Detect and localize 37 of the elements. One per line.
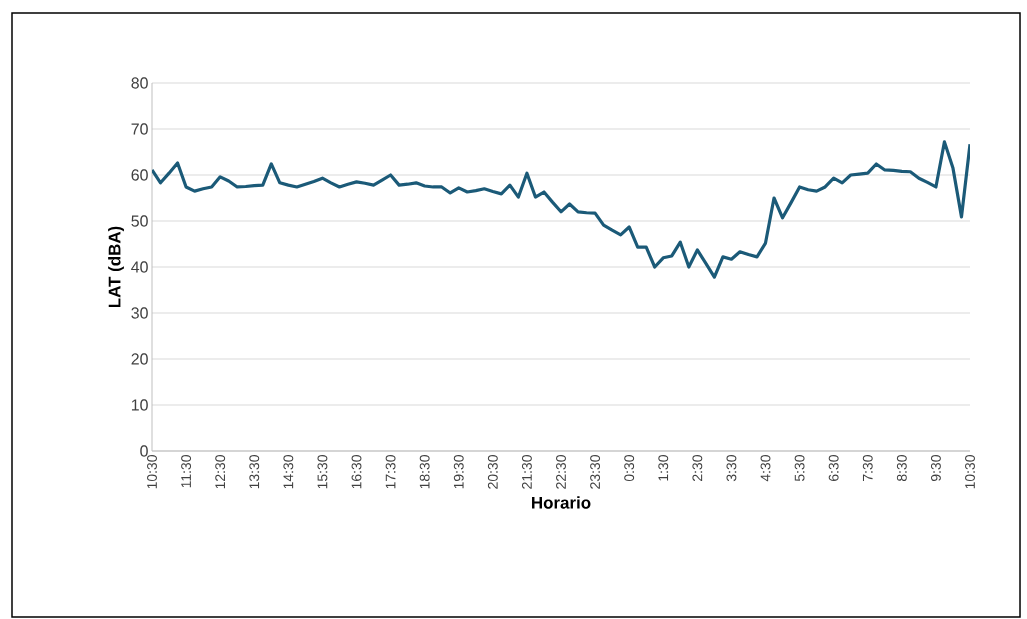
x-tick-label: 6:30 — [828, 455, 839, 481]
x-tick-label: 5:30 — [794, 455, 805, 482]
x-tick-label: 15:30 — [317, 455, 328, 489]
x-tick-label: 17:30 — [385, 455, 396, 489]
y-tick-label: 60 — [131, 169, 148, 181]
x-tick-label: 14:30 — [283, 455, 294, 489]
x-tick-label: 1:30 — [658, 455, 669, 481]
y-axis-title: LAT (dBA) — [108, 226, 124, 308]
x-tick-label: 0:30 — [624, 455, 635, 482]
x-tick-label: 2:30 — [692, 455, 703, 481]
x-tick-label: 20:30 — [487, 455, 498, 489]
x-tick-label: 16:30 — [351, 455, 362, 489]
y-tick-label: 10 — [131, 399, 148, 411]
x-axis-title: Horario — [532, 496, 591, 509]
x-tick-label: 13:30 — [249, 455, 260, 489]
x-tick-label: 18:30 — [419, 455, 430, 489]
x-tick-label: 8:30 — [896, 455, 907, 482]
x-tick-label: 19:30 — [453, 455, 464, 489]
x-tick-label: 21:30 — [521, 455, 532, 489]
x-tick-label: 7:30 — [862, 455, 873, 481]
y-tick-label: 80 — [131, 77, 148, 89]
x-tick-label: 10:30 — [965, 455, 975, 489]
y-tick-label: 40 — [131, 261, 148, 273]
y-tick-label: 30 — [131, 307, 148, 319]
x-tick-label: 10:30 — [147, 455, 157, 489]
x-tick-label: 9:30 — [930, 455, 941, 482]
line-series — [152, 140, 970, 279]
x-tick-label: 23:30 — [590, 455, 601, 489]
x-tick-label: 3:30 — [726, 455, 737, 482]
x-tick-label: 12:30 — [215, 455, 226, 489]
y-tick-label: 0 — [140, 445, 148, 457]
x-tick-label: 22:30 — [556, 455, 566, 489]
x-tick-label: 4:30 — [760, 455, 771, 482]
y-tick-label: 50 — [131, 215, 148, 227]
y-tick-label: 70 — [131, 123, 148, 135]
y-tick-label: 20 — [131, 353, 148, 365]
x-tick-label: 11:30 — [181, 455, 192, 488]
